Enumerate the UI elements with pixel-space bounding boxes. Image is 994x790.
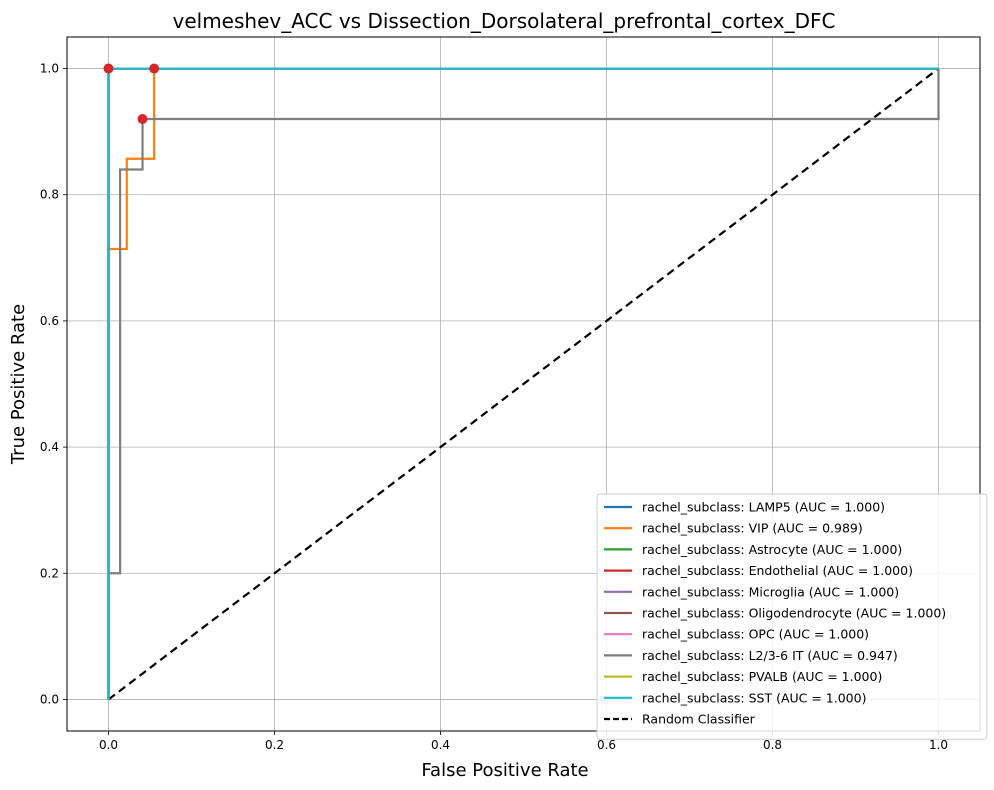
chart-title: velmeshev_ACC vs Dissection_Dorsolateral… (173, 9, 836, 33)
y-tick-label: 0.2 (40, 566, 59, 580)
x-tick-label: 1.0 (929, 738, 948, 752)
x-tick-label: 0.0 (99, 738, 118, 752)
roc-series-line-7 (107, 68, 940, 700)
plot-frame (66, 36, 981, 732)
optimal-threshold-point (103, 63, 114, 74)
legend-label: Random Classifier (642, 712, 756, 727)
legend-label: rachel_subclass: VIP (AUC = 0.989) (642, 521, 863, 536)
random-classifier-line (107, 67, 940, 701)
legend-label: rachel_subclass: L2/3-6 IT (AUC = 0.947) (642, 648, 898, 663)
x-tick-label: 0.6 (597, 738, 616, 752)
legend-label: rachel_subclass: PVALB (AUC = 1.000) (642, 669, 882, 684)
y-tick-label: 0.6 (40, 314, 59, 328)
x-tick-label: 0.8 (763, 738, 782, 752)
y-axis-ticks: 0.0 0.2 0.4 0.6 0.8 1.0 (40, 62, 67, 706)
legend-label: rachel_subclass: Endothelial (AUC = 1.00… (642, 563, 913, 578)
y-tick-label: 0.0 (40, 692, 59, 706)
legend-label: rachel_subclass: SST (AUC = 1.000) (642, 690, 866, 705)
legend-label: rachel_subclass: Microglia (AUC = 1.000) (642, 584, 899, 599)
x-axis-title: False Positive Rate (421, 760, 588, 781)
x-axis-ticks: 0.0 0.2 0.4 0.6 0.8 1.0 (99, 731, 948, 752)
legend-label: rachel_subclass: Oligodendrocyte (AUC = … (642, 606, 946, 621)
x-tick-label: 0.2 (265, 738, 284, 752)
legend: rachel_subclass: LAMP5 (AUC = 1.000) rach… (596, 493, 988, 740)
optimal-threshold-point (149, 63, 160, 74)
optimal-points (103, 63, 160, 125)
y-tick-label: 1.0 (40, 62, 59, 76)
y-axis-title: True Positive Rate (8, 304, 29, 465)
legend-box (596, 493, 988, 740)
legend-label: rachel_subclass: OPC (AUC = 1.000) (642, 627, 869, 642)
y-tick-label: 0.4 (40, 440, 59, 454)
y-tick-label: 0.8 (40, 188, 59, 202)
x-tick-label: 0.4 (431, 738, 450, 752)
legend-label: rachel_subclass: Astrocyte (AUC = 1.000) (642, 542, 902, 557)
legend-label: rachel_subclass: LAMP5 (AUC = 1.000) (642, 500, 885, 515)
optimal-threshold-point (137, 114, 148, 125)
